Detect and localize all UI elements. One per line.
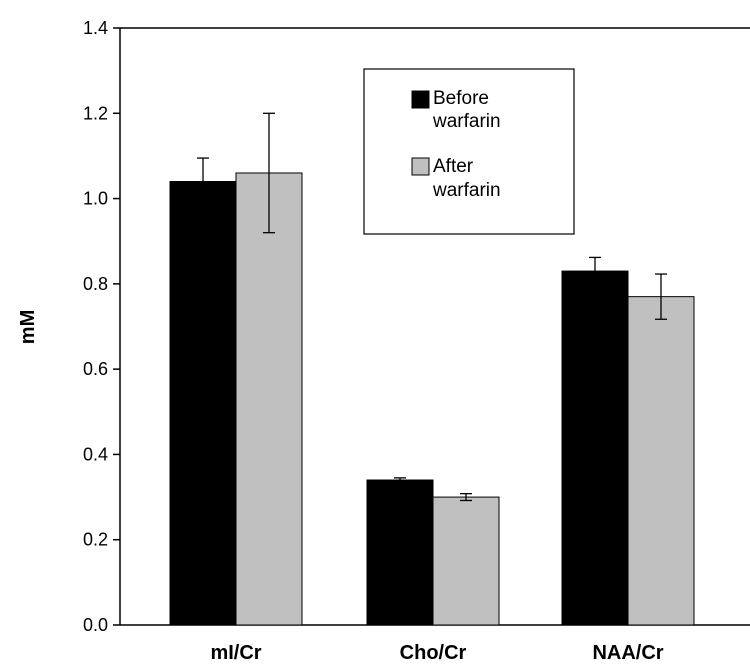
bar-before-2	[561, 270, 629, 626]
y-axis-title: mM	[17, 310, 39, 344]
bar-after-0	[235, 172, 303, 626]
bar-before-1	[366, 479, 434, 626]
y-tick-label: 0.4	[83, 444, 108, 464]
legend-box	[363, 68, 575, 235]
legend-label-before-line2: warfarin	[432, 111, 501, 132]
y-tick-label: 0.2	[83, 530, 108, 550]
legend: Before warfarin After warfarin	[363, 68, 575, 235]
legend-label-after-line1: After	[433, 156, 474, 177]
bar-before-0	[169, 181, 237, 626]
y-tick-label: 1.4	[83, 18, 108, 38]
legend-swatch-after	[411, 157, 430, 176]
x-category-labels: mI/Cr Cho/Cr NAA/Cr	[210, 642, 663, 664]
bar-after-2	[627, 296, 695, 626]
legend-label-after-line2: warfarin	[432, 180, 501, 201]
bar-after-1	[432, 496, 500, 626]
y-tick-label: 0.6	[83, 359, 108, 379]
y-tick-label: 1.2	[83, 103, 108, 123]
x-category-label: mI/Cr	[210, 642, 261, 664]
legend-label-before-line1: Before	[433, 88, 489, 109]
y-ticks: 0.0 0.2 0.4 0.6 0.8 1.0 1.2 1.4	[83, 18, 120, 635]
plot-area: 0.0 0.2 0.4 0.6 0.8 1.0 1.2 1.4 mI/Cr Cho/Cr NAA/…	[83, 18, 750, 664]
x-category-label: Cho/Cr	[400, 642, 467, 664]
x-category-label: NAA/Cr	[592, 642, 663, 664]
bars	[169, 172, 695, 626]
legend-swatch-before	[411, 90, 430, 109]
error-bars	[197, 112, 667, 502]
y-tick-label: 0.8	[83, 274, 108, 294]
y-tick-label: 1.0	[83, 189, 108, 209]
y-tick-label: 0.0	[83, 615, 108, 635]
